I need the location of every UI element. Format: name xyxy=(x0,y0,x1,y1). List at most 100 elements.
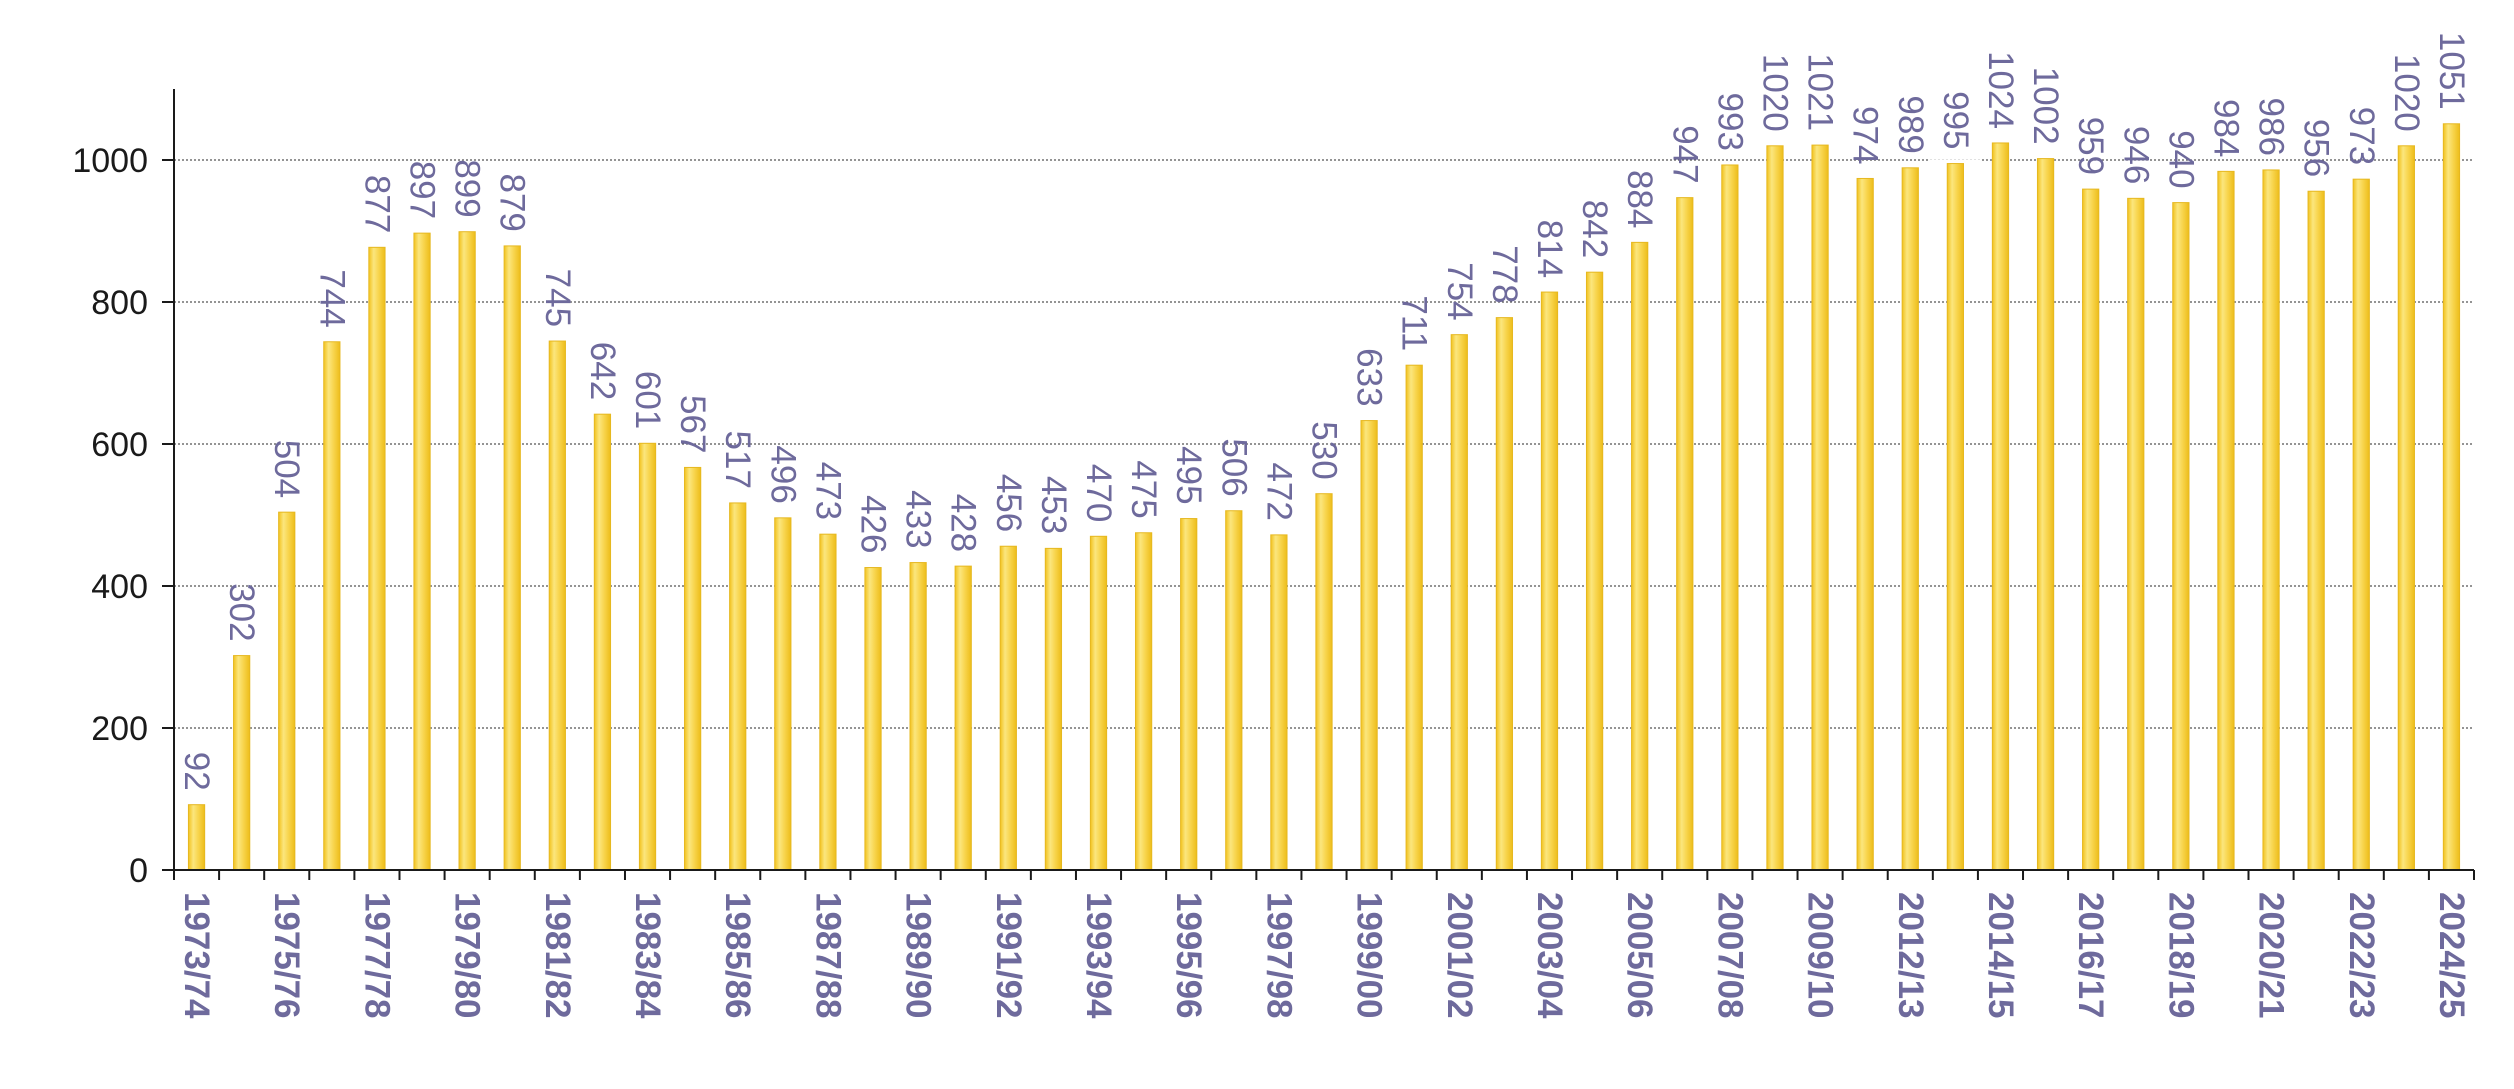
bar-clearance xyxy=(1568,268,1621,272)
data-label: 940 xyxy=(2161,130,2200,188)
data-label: 470 xyxy=(1079,464,1118,522)
data-label: 601 xyxy=(628,371,667,429)
bar-clearance xyxy=(846,563,900,567)
bar-1977/78 xyxy=(368,246,386,871)
bar-clearance xyxy=(531,337,584,341)
bar-1976/77 xyxy=(323,341,341,871)
data-label: 986 xyxy=(2252,98,2291,156)
y-tick-label: 800 xyxy=(91,284,148,322)
data-label: 506 xyxy=(1214,438,1253,496)
bar-2002/03 xyxy=(1495,317,1514,871)
bar-clearance xyxy=(1433,330,1486,334)
bar-2001/02 xyxy=(1450,334,1468,871)
bar-clearance xyxy=(1974,138,2027,142)
data-label: 92 xyxy=(177,752,216,791)
bar-clearance xyxy=(2019,154,2072,158)
data-label: 814 xyxy=(1530,220,1569,278)
axes xyxy=(162,89,2475,880)
bar-clearance xyxy=(170,800,223,804)
bar-clearance xyxy=(801,530,855,534)
y-tick-labels: 0 200 400 600 800 1000 xyxy=(72,142,148,890)
bar-1981/82 xyxy=(548,340,566,871)
bar-clearance xyxy=(711,498,764,502)
x-tick-label: 1999/00 xyxy=(1350,892,1389,1019)
x-tick-label: 2014/15 xyxy=(1981,892,2020,1019)
data-label: 642 xyxy=(583,342,622,400)
bar-clearance xyxy=(305,337,358,341)
bar-2023/24 xyxy=(2397,145,2415,871)
x-tick-label: 2005/06 xyxy=(1620,892,1659,1019)
bar-clearance xyxy=(441,227,494,231)
bar-1974/75 xyxy=(233,655,251,871)
x-tick-label: 1975/76 xyxy=(267,892,306,1019)
bar-1980/81 xyxy=(503,245,521,871)
data-label: 473 xyxy=(808,462,847,520)
data-label: 946 xyxy=(2116,126,2155,184)
y-tick-label: 1000 xyxy=(72,142,148,180)
bar-clearance xyxy=(1884,163,1937,167)
bar-clearance xyxy=(260,508,313,512)
bar-clearance xyxy=(2109,194,2162,198)
data-label: 433 xyxy=(899,490,938,548)
bar-2019/20 xyxy=(2217,170,2235,871)
bar-clearance xyxy=(486,241,539,245)
data-label: 947 xyxy=(1665,125,1704,183)
data-label: 884 xyxy=(1620,170,1659,228)
x-tick-label: 1979/80 xyxy=(448,892,487,1019)
x-tick-label: 1981/82 xyxy=(538,892,577,1019)
y-tick-label: 400 xyxy=(91,568,148,606)
bar-clearance xyxy=(350,243,404,247)
x-tick-label: 1993/94 xyxy=(1079,892,1118,1019)
x-tick-label: 2024/25 xyxy=(2432,892,2471,1019)
data-label: 974 xyxy=(1846,106,1885,164)
data-label: 517 xyxy=(718,431,757,489)
x-tick-label: 2001/02 xyxy=(1440,892,1479,1019)
bar-clearance xyxy=(1388,361,1441,365)
data-label: 744 xyxy=(312,269,351,327)
x-tick-label: 1997/98 xyxy=(1259,892,1298,1019)
x-tick-label: 1995/96 xyxy=(1169,892,1208,1019)
bar-2018/19 xyxy=(2172,202,2190,871)
bar-2021/22 xyxy=(2307,190,2325,871)
x-tick-label: 1983/84 xyxy=(628,892,667,1019)
x-tick-label: 1977/78 xyxy=(357,892,396,1019)
bar-clearance xyxy=(666,463,719,467)
bar-1991/92 xyxy=(999,545,1017,871)
bar-clearance xyxy=(1297,489,1351,493)
data-label: 959 xyxy=(2071,117,2110,175)
bar-clearance xyxy=(892,558,945,562)
bar-2003/04 xyxy=(1540,291,1559,871)
bar-clearance xyxy=(2244,165,2298,169)
bar-clearance xyxy=(1839,174,1892,178)
x-tick-label: 1985/86 xyxy=(718,892,757,1019)
x-tick-label: 2020/21 xyxy=(2252,892,2291,1019)
x-tick-label: 2007/08 xyxy=(1710,892,1749,1019)
bar-clearance xyxy=(2425,119,2478,123)
x-tick-label: 2018/19 xyxy=(2161,892,2200,1019)
bar-clearance xyxy=(1613,238,1666,242)
bar-clearance xyxy=(1072,532,1125,536)
bar-2010/11 xyxy=(1856,177,1874,871)
bar-1988/89 xyxy=(864,567,882,871)
bar-clearance xyxy=(1523,288,1576,292)
bar-1982/83 xyxy=(593,413,612,871)
data-label: 995 xyxy=(1936,91,1975,149)
data-label: 745 xyxy=(538,269,577,327)
data-label: 475 xyxy=(1124,460,1163,518)
bar-clearance xyxy=(395,229,449,233)
bars xyxy=(187,123,2461,871)
bar-2008/09 xyxy=(1766,145,1784,871)
bar-2007/08 xyxy=(1721,164,1739,871)
bar-1993/94 xyxy=(1089,535,1108,871)
data-label: 1021 xyxy=(1801,53,1840,131)
bar-clearance xyxy=(576,410,629,414)
bar-1998/99 xyxy=(1315,493,1333,871)
x-tick-label: 1973/74 xyxy=(177,892,216,1019)
bar-1990/91 xyxy=(954,565,972,871)
bar-1978/79 xyxy=(413,232,431,871)
bar-clearance xyxy=(982,542,1035,546)
bar-2014/15 xyxy=(1991,142,2010,871)
bar-1986/87 xyxy=(774,517,792,871)
bar-1987/88 xyxy=(819,533,837,871)
bar-2006/07 xyxy=(1676,197,1694,871)
